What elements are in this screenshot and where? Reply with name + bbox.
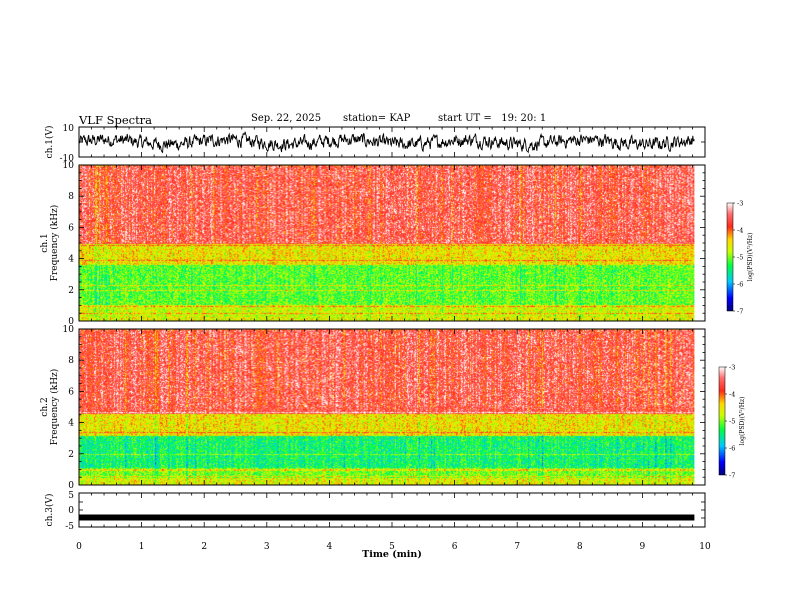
ch1-spectrogram-ylabel-channel: ch.1 — [40, 233, 50, 252]
ch2-spectrogram-ylabel-channel: ch.2 — [40, 397, 50, 416]
time-axis-label: Time (min) — [362, 549, 422, 560]
y-tick-label: 10 — [63, 325, 75, 335]
ch1-spectrogram-panel: 0 2 4 6 8 10 ch.1 Frequency (kHz) -3 -4 -5 -6 -7 … — [40, 161, 754, 327]
y-tick-label: 6 — [68, 387, 74, 397]
colorbar-tick-label: -6 — [729, 445, 735, 453]
y-tick-label: 0 — [68, 317, 74, 327]
colorbar-tick-label: -3 — [737, 200, 743, 208]
ch3-waveform-ticks — [78, 492, 706, 528]
x-tick-label: 3 — [264, 542, 270, 552]
x-tick-label: 0 — [76, 542, 82, 552]
ch2-colorbar-ticks: -3 -4 -5 -6 -7 — [725, 364, 735, 480]
y-tick-label: 0 — [68, 481, 74, 491]
ch1-colorbar-ticks: -3 -4 -5 -6 -7 — [733, 200, 743, 316]
ch1-spectrogram-image — [79, 165, 695, 321]
ch2-spectrogram-ylabel: Frequency (kHz) — [49, 369, 60, 446]
y-tick-label: 6 — [68, 223, 74, 233]
start-time-label: start UT = 19: 20: 1 — [438, 113, 547, 124]
y-tick-label: 8 — [68, 356, 74, 366]
colorbar-tick-label: -7 — [737, 308, 743, 316]
y-tick-label: 2 — [68, 450, 74, 460]
ch2-colorbar-label: log(PSD)(V²/Hz) — [739, 397, 746, 446]
ch2-spectrogram-ytick-labels: 0 2 4 6 8 10 — [63, 325, 75, 491]
ch2-spectrogram-panel: 0 2 4 6 8 10 ch.2 Frequency (kHz) -3 -4 -5 -6 -7 … — [40, 325, 746, 491]
x-tick-label: 10 — [699, 542, 711, 552]
ch2-spectrogram-image — [79, 329, 695, 485]
y-tick-label: 4 — [68, 255, 74, 265]
x-tick-label: 1 — [139, 542, 145, 552]
colorbar-tick-label: -5 — [729, 418, 735, 426]
figure-title: VLF Spectra — [79, 113, 153, 127]
ch3-waveform-panel: 5 0 -5 ch.3(V) 0 1 2 3 4 5 6 7 8 9 10 Time (min) — [44, 491, 711, 560]
time-axis-tick-labels: 0 1 2 3 4 5 6 7 8 9 10 — [76, 542, 711, 552]
y-tick-label: 2 — [68, 286, 74, 296]
x-tick-label: 4 — [327, 542, 333, 552]
date-label: Sep. 22, 2025 — [251, 113, 322, 124]
ch3-waveform-frame — [78, 492, 706, 528]
x-tick-label: 2 — [201, 542, 207, 552]
ch2-colorbar: -3 -4 -5 -6 -7 log(PSD)(V²/Hz) — [718, 364, 746, 480]
ch1-colorbar-scale — [726, 202, 734, 312]
ch1-spectrogram-ticks — [78, 164, 706, 322]
x-tick-label: 6 — [452, 542, 458, 552]
station-label: station= KAP — [343, 113, 411, 124]
ch1-colorbar: -3 -4 -5 -6 -7 log(PSD)(V²/Hz) — [726, 200, 754, 316]
ch2-colorbar-scale — [718, 366, 726, 476]
x-tick-label: 5 — [389, 542, 395, 552]
colorbar-tick-label: -7 — [729, 472, 735, 480]
ch1-waveform-ticks — [78, 126, 706, 158]
ch1-waveform-panel: 10 -10 ch.1(V) — [44, 124, 706, 164]
x-tick-label: 9 — [640, 542, 646, 552]
colorbar-tick-label: -3 — [729, 364, 735, 372]
ch1-spectrogram-ytick-labels: 0 2 4 6 8 10 — [63, 161, 75, 327]
ch3-waveform-trace — [79, 514, 695, 521]
ch2-spectrogram-ticks — [78, 328, 706, 486]
y-tick-label: 4 — [68, 419, 74, 429]
ch1-ytick-top: 10 — [63, 124, 75, 134]
ch3-ytick-bottom: -5 — [65, 522, 74, 532]
ch3-ytick-middle: 0 — [68, 506, 74, 516]
ch1-waveform-ylabel: ch.1(V) — [44, 126, 55, 159]
ch3-ytick-top: 5 — [68, 491, 74, 501]
y-tick-label: 8 — [68, 192, 74, 202]
colorbar-tick-label: -6 — [737, 281, 743, 289]
ch1-spectrogram-ylabel: Frequency (kHz) — [49, 205, 60, 282]
ch1-ytick-bottom: -10 — [60, 154, 75, 164]
colorbar-tick-label: -5 — [737, 254, 743, 262]
ch1-waveform-line — [79, 131, 695, 154]
colorbar-tick-label: -4 — [729, 391, 735, 399]
y-tick-label: 10 — [63, 161, 75, 171]
ch1-colorbar-label: log(PSD)(V²/Hz) — [747, 233, 754, 282]
colorbar-tick-label: -4 — [737, 227, 743, 235]
x-tick-label: 8 — [577, 542, 583, 552]
ch3-waveform-ylabel: ch.3(V) — [44, 494, 55, 527]
ch1-waveform-trace — [79, 131, 695, 154]
x-tick-label: 7 — [514, 542, 520, 552]
